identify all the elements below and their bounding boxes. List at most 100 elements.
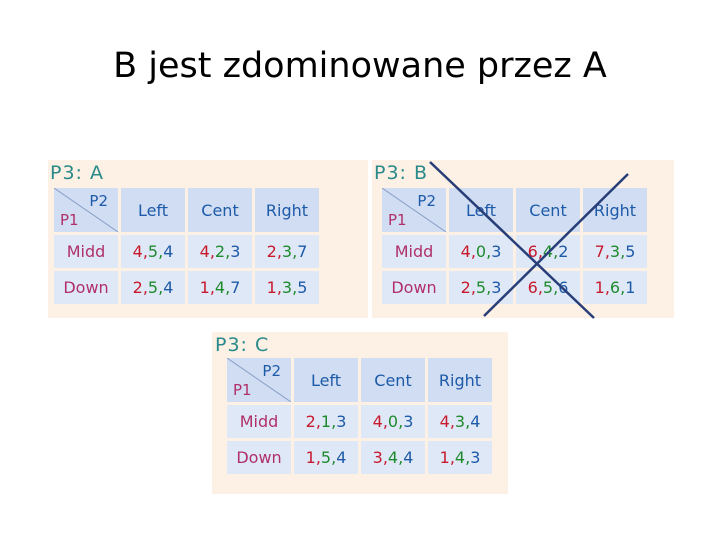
p2-payoff: 5 <box>147 278 159 297</box>
payoff-table-b: P2 P1 Left Cent Right Midd 4,0,3 6,4,2 7… <box>379 185 650 307</box>
corner-p1-label: P1 <box>60 211 79 229</box>
payoff-separator: , <box>209 278 215 297</box>
row-header-midd: Midd <box>382 235 446 268</box>
payoff-separator: , <box>142 278 148 297</box>
payoff-cell: 2,3,7 <box>255 235 319 268</box>
p1-payoff: 4 <box>199 242 210 261</box>
payoff-separator: , <box>398 412 404 431</box>
payoff-cell: 7,3,5 <box>583 235 647 268</box>
p3-payoff: 5 <box>625 242 636 261</box>
p2-payoff: 4 <box>542 242 554 261</box>
panel-label-b: P3: B <box>374 162 429 184</box>
table-corner: P2 P1 <box>54 188 118 232</box>
payoff-table-a: P2 P1 Left Cent Right Midd 4,5,4 4,2,3 2… <box>51 185 322 307</box>
p1-payoff: 2 <box>132 278 143 297</box>
p3-payoff: 1 <box>625 278 636 297</box>
row-header-midd: Midd <box>227 405 291 438</box>
payoff-cell: 1,6,1 <box>583 271 647 304</box>
p2-payoff: 2 <box>214 242 226 261</box>
corner-diagonal <box>54 188 118 232</box>
payoff-separator: , <box>315 412 321 431</box>
p2-payoff: 4 <box>214 278 226 297</box>
p2-payoff: 4 <box>454 448 466 467</box>
p2-payoff: 5 <box>542 278 554 297</box>
table-corner: P2 P1 <box>382 188 446 232</box>
payoff-separator: , <box>315 448 321 467</box>
panel-label-a: P3: A <box>50 162 104 184</box>
p1-payoff: 6 <box>527 278 538 297</box>
p2-payoff: 1 <box>320 412 332 431</box>
p1-payoff: 1 <box>439 448 450 467</box>
p2-payoff: 5 <box>147 242 159 261</box>
p3-payoff: 5 <box>297 278 308 297</box>
payoff-separator: , <box>292 278 298 297</box>
payoff-panel-c: P3: C P2 P1 Left Cent Right Midd 2,1,3 4… <box>212 332 508 494</box>
p2-payoff: 5 <box>320 448 332 467</box>
p1-payoff: 2 <box>460 278 471 297</box>
col-header-right: Right <box>583 188 647 232</box>
payoff-separator: , <box>449 412 455 431</box>
payoff-cell: 4,0,3 <box>361 405 425 438</box>
payoff-cell: 2,5,3 <box>449 271 513 304</box>
p2-payoff: 3 <box>281 278 293 297</box>
payoff-separator: , <box>209 242 215 261</box>
p2-payoff: 6 <box>609 278 621 297</box>
col-header-cent: Cent <box>361 358 425 402</box>
payoff-separator: , <box>276 242 282 261</box>
p2-payoff: 4 <box>387 448 399 467</box>
p3-payoff: 3 <box>336 412 347 431</box>
p1-payoff: 1 <box>305 448 316 467</box>
p1-payoff: 4 <box>372 412 383 431</box>
p3-payoff: 3 <box>491 242 502 261</box>
corner-p2-label: P2 <box>262 362 281 380</box>
p1-payoff: 2 <box>305 412 316 431</box>
col-header-left: Left <box>294 358 358 402</box>
p3-payoff: 3 <box>230 242 241 261</box>
p3-payoff: 4 <box>470 412 481 431</box>
col-header-right: Right <box>255 188 319 232</box>
corner-p1-label: P1 <box>233 381 252 399</box>
p3-payoff: 4 <box>403 448 414 467</box>
payoff-separator: , <box>465 448 471 467</box>
payoff-cell: 1,4,7 <box>188 271 252 304</box>
p2-payoff: 3 <box>454 412 466 431</box>
payoff-separator: , <box>225 242 231 261</box>
row-header-down: Down <box>382 271 446 304</box>
corner-p1-label: P1 <box>388 211 407 229</box>
payoff-cell: 4,5,4 <box>121 235 185 268</box>
p1-payoff: 7 <box>594 242 605 261</box>
p2-payoff: 3 <box>609 242 621 261</box>
payoff-separator: , <box>449 448 455 467</box>
p2-payoff: 5 <box>475 278 487 297</box>
payoff-cell: 6,4,2 <box>516 235 580 268</box>
p3-payoff: 4 <box>163 278 174 297</box>
p3-payoff: 6 <box>558 278 569 297</box>
slide-title: B jest zdominowane przez A <box>113 46 607 86</box>
p1-payoff: 2 <box>266 242 277 261</box>
payoff-cell: 4,3,4 <box>428 405 492 438</box>
p1-payoff: 1 <box>594 278 605 297</box>
payoff-separator: , <box>331 448 337 467</box>
payoff-cell: 6,5,6 <box>516 271 580 304</box>
payoff-separator: , <box>225 278 231 297</box>
payoff-cell: 4,0,3 <box>449 235 513 268</box>
panel-label-c: P3: C <box>215 334 270 356</box>
payoff-cell: 4,2,3 <box>188 235 252 268</box>
corner-p2-label: P2 <box>417 192 436 210</box>
payoff-separator: , <box>398 448 404 467</box>
p3-payoff: 2 <box>558 242 569 261</box>
payoff-cell: 2,5,4 <box>121 271 185 304</box>
col-header-left: Left <box>121 188 185 232</box>
payoff-separator: , <box>276 278 282 297</box>
payoff-separator: , <box>382 448 388 467</box>
table-corner: P2 P1 <box>227 358 291 402</box>
p1-payoff: 4 <box>439 412 450 431</box>
payoff-separator: , <box>158 242 164 261</box>
p1-payoff: 6 <box>527 242 538 261</box>
payoff-cell: 3,4,4 <box>361 441 425 474</box>
p3-payoff: 3 <box>470 448 481 467</box>
p1-payoff: 3 <box>372 448 383 467</box>
corner-diagonal <box>227 358 291 402</box>
corner-p2-label: P2 <box>89 192 108 210</box>
p3-payoff: 3 <box>491 278 502 297</box>
